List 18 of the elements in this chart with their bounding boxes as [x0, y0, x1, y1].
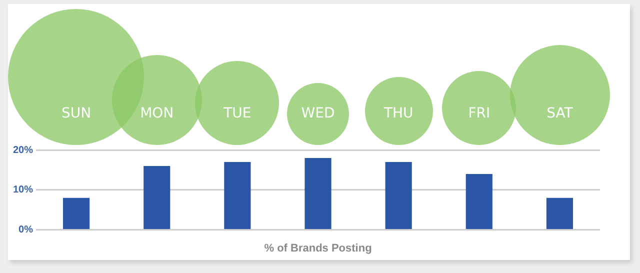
bar	[466, 174, 492, 230]
y-tick-label: 20%	[13, 144, 34, 156]
bar	[144, 166, 170, 230]
bar	[385, 162, 412, 230]
x-tick-label: SUN	[61, 106, 92, 122]
x-tick-label: TUE	[222, 106, 252, 122]
x-tick-label: WED	[301, 106, 335, 122]
bar	[63, 198, 90, 230]
bar	[304, 158, 332, 230]
x-tick-label: THU	[382, 106, 414, 122]
bar	[224, 162, 251, 230]
y-tick-label: 10%	[13, 184, 34, 196]
x-tick-label: MON	[140, 106, 174, 122]
x-tick-label: SAT	[546, 106, 574, 122]
x-axis-title: % of Brands Posting	[264, 242, 372, 254]
x-tick-label: FRI	[468, 106, 490, 122]
bar	[546, 198, 574, 230]
y-tick-label: 0%	[18, 224, 34, 236]
